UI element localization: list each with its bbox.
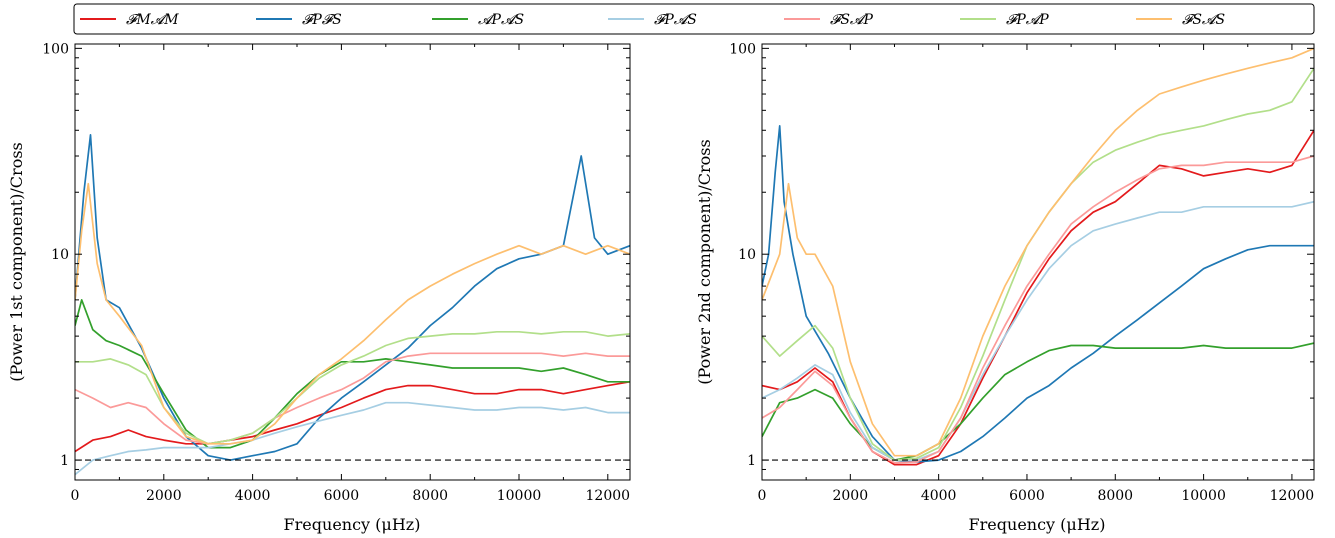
- y-tick-label: 100: [729, 41, 756, 57]
- chart-panel-2: (Power 2nd component)/Cross Frequency (μ…: [695, 41, 1315, 534]
- legend: 𝓕M𝓐M 𝓕P𝓕S 𝓐P𝓐S 𝓕P𝓐S 𝓕S𝓐P 𝓕P𝓐P 𝓕S𝓐S: [73, 3, 1315, 35]
- series-group: [762, 47, 1314, 466]
- x-tick-label: 0: [758, 488, 767, 504]
- x-tick-label: 6000: [1009, 488, 1045, 504]
- plot-frame: [761, 43, 1315, 481]
- series-line-3: [762, 342, 1314, 461]
- legend-label-4: 𝓕P𝓐S: [654, 12, 697, 28]
- y-axis-label: (Power 2nd component)/Cross: [695, 139, 714, 384]
- y-tick-label: 1: [747, 453, 756, 469]
- series-line-3: [75, 299, 630, 449]
- x-axis-label: Frequency (μHz): [284, 515, 421, 534]
- x-tick-label: 8000: [1097, 488, 1133, 504]
- series-line-4: [762, 200, 1314, 461]
- x-tick-label: 4000: [921, 488, 957, 504]
- series-group: [75, 134, 630, 476]
- y-tick-label: 1: [60, 453, 69, 469]
- legend-label-1: 𝓕M𝓐M: [126, 12, 179, 28]
- series-line-7: [762, 47, 1314, 457]
- series-line-2: [762, 125, 1314, 463]
- x-tick-label: 0: [71, 488, 80, 504]
- legend-frame: [73, 3, 1315, 35]
- legend-label-7: 𝓕S𝓐S: [1182, 12, 1225, 28]
- series-line-4: [75, 401, 630, 476]
- series-line-5: [762, 155, 1314, 464]
- x-tick-label: 10000: [497, 488, 542, 504]
- legend-label-2: 𝓕P𝓕S: [302, 12, 342, 28]
- y-tick-label: 10: [738, 247, 756, 263]
- y-axis-label: (Power 1st component)/Cross: [7, 142, 26, 382]
- legend-label-5: 𝓕S𝓐P: [830, 12, 873, 28]
- x-tick-label: 8000: [412, 488, 448, 504]
- x-tick-label: 2000: [146, 488, 182, 504]
- x-tick-label: 12000: [586, 488, 631, 504]
- y-tick-label: 100: [42, 41, 69, 57]
- plot-frame: [74, 43, 631, 481]
- chart-panel-1: (Power 1st component)/Cross Frequency (μ…: [7, 41, 631, 534]
- legend-label-3: 𝓐P𝓐S: [478, 12, 524, 28]
- series-line-1: [762, 129, 1314, 466]
- x-axis-label: Frequency (μHz): [969, 515, 1106, 534]
- x-tick-label: 10000: [1181, 488, 1226, 504]
- x-tick-label: 12000: [1270, 488, 1315, 504]
- series-line-1: [75, 380, 630, 453]
- x-tick-label: 2000: [832, 488, 868, 504]
- series-line-7: [75, 182, 630, 445]
- legend-label-6: 𝓕P𝓐P: [1006, 12, 1049, 28]
- series-line-5: [75, 352, 630, 445]
- x-tick-label: 6000: [324, 488, 360, 504]
- series-line-6: [75, 330, 630, 445]
- series-line-2: [75, 134, 630, 461]
- y-tick-label: 10: [51, 247, 69, 263]
- x-tick-label: 4000: [235, 488, 271, 504]
